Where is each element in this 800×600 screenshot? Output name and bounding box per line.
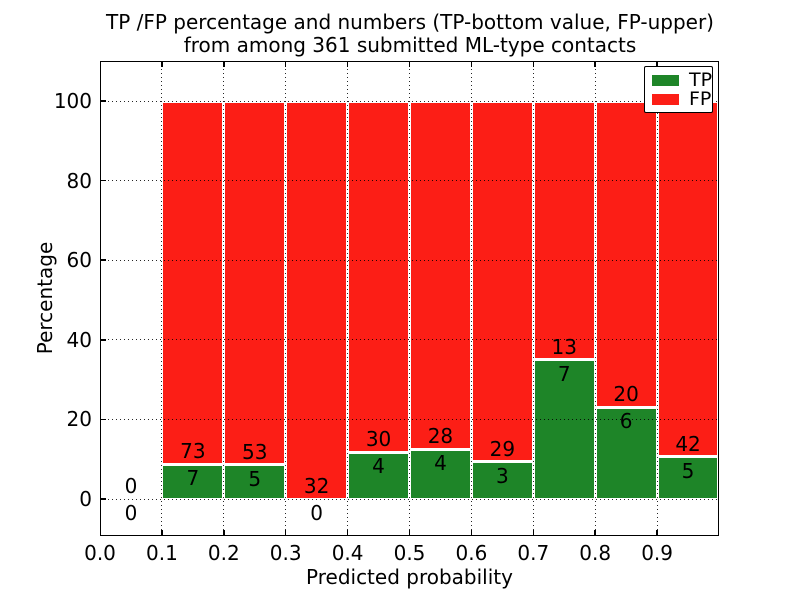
- legend: TP FP: [644, 66, 713, 113]
- bar-label-fp-count: 0: [124, 474, 138, 498]
- gridline-vertical: [656, 61, 658, 536]
- x-tick-mark-top: [408, 61, 411, 67]
- x-tick-mark-top: [161, 61, 163, 67]
- chart-title: TP /FP percentage and numbers (TP-bottom…: [60, 11, 760, 57]
- gridline-vertical: [223, 61, 225, 536]
- x-axis-label: Predicted probability: [306, 565, 513, 589]
- x-tick-label: 0.9: [641, 541, 673, 565]
- legend-entry-fp: FP: [652, 88, 712, 110]
- legend-label-tp: TP: [689, 69, 713, 91]
- y-tick-mark: [100, 418, 106, 421]
- y-tick-mark: [100, 259, 106, 261]
- x-tick-mark: [470, 530, 473, 536]
- y-tick-label: 80: [66, 168, 92, 193]
- y-tick-label: 40: [66, 327, 92, 352]
- gridline-vertical: [532, 61, 534, 536]
- bar-label-tp-count: 5: [681, 458, 695, 483]
- bar-label-fp-count: 20: [613, 382, 639, 407]
- bar-segment-fp: [349, 102, 408, 451]
- x-tick-mark: [656, 530, 658, 536]
- y-axis-label: Percentage: [33, 241, 57, 355]
- chart-title-line2: from among 361 submitted ML-type contact…: [183, 33, 637, 57]
- legend-label-fp: FP: [689, 88, 712, 110]
- x-tick-label: 0.6: [455, 541, 488, 565]
- bar-segment-tp: [349, 453, 408, 498]
- bar-segment-tp: [472, 463, 532, 498]
- bar-label-tp-count: 0: [124, 501, 138, 525]
- bar-segment-fp: [658, 102, 718, 456]
- y-tick-mark: [100, 100, 106, 102]
- bar-segment-fp: [411, 102, 470, 448]
- x-tick-mark: [594, 530, 596, 536]
- x-tick-label: 0.2: [207, 541, 240, 565]
- x-tick-label: 0.0: [84, 541, 116, 565]
- bar-segment-tp: [411, 450, 470, 498]
- bar-segment-fp: [472, 102, 532, 461]
- bar-label-fp-count: 32: [303, 474, 330, 498]
- bar-segment-fp: [225, 102, 285, 464]
- bar-label-fp-count: 28: [427, 424, 454, 449]
- bar-label-tp-count: 4: [434, 451, 447, 476]
- bar-label-fp-count: 13: [551, 334, 577, 359]
- bar-label-fp-count: 30: [365, 427, 392, 452]
- chart-title-line1: TP /FP percentage and numbers (TP-bottom…: [106, 10, 714, 34]
- y-tick-mark: [100, 339, 106, 341]
- y-tick-label: 0: [79, 487, 92, 511]
- x-tick-mark-top: [656, 61, 658, 67]
- x-tick-mark: [346, 530, 349, 536]
- bar-label-tp-count: 7: [186, 466, 200, 491]
- x-tick-mark: [223, 530, 225, 536]
- gridline-vertical: [285, 61, 287, 536]
- gridline-vertical: [347, 61, 349, 536]
- y-tick-label: 60: [66, 248, 92, 273]
- bar-label-fp-count: 53: [242, 439, 268, 464]
- bar-label-tp-count: 6: [619, 409, 633, 434]
- bar-segment-fp: [596, 102, 656, 406]
- bar-segment-fp: [287, 102, 347, 498]
- y-tick-mark: [100, 179, 106, 182]
- bar-label-tp-count: 3: [495, 463, 509, 488]
- gridline-vertical: [409, 61, 410, 536]
- x-tick-mark-top: [346, 61, 349, 67]
- bar-label-fp-count: 73: [180, 439, 206, 464]
- x-tick-mark: [161, 530, 163, 536]
- bar-label-fp-count: 42: [675, 431, 701, 456]
- y-tick-mark: [100, 498, 106, 500]
- bar-segment-tp: [163, 465, 223, 498]
- y-tick-label: 20: [66, 407, 92, 432]
- gridline-vertical: [161, 61, 163, 536]
- x-tick-label: 0.8: [579, 541, 612, 565]
- x-tick-mark-top: [470, 61, 473, 67]
- x-tick-mark: [408, 530, 411, 536]
- bar-segment-tp: [658, 458, 718, 498]
- gridline-vertical: [470, 61, 472, 536]
- bar-label-fp-count: 29: [489, 436, 516, 461]
- gridline-vertical: [594, 61, 596, 536]
- x-tick-label: 0.7: [517, 541, 550, 565]
- bar-label-tp-count: 7: [557, 361, 571, 386]
- x-tick-label: 0.5: [393, 541, 426, 565]
- legend-entry-tp: TP: [652, 69, 713, 91]
- x-tick-mark-top: [223, 61, 225, 67]
- legend-swatch-fp-icon: [652, 93, 679, 105]
- x-tick-mark: [284, 530, 287, 536]
- bar-segment-tp: [596, 408, 656, 498]
- x-tick-mark: [532, 530, 535, 536]
- bar-segment-fp: [163, 102, 223, 463]
- legend-swatch-tp-icon: [652, 74, 679, 86]
- bar-label-tp-count: 0: [310, 501, 323, 525]
- x-tick-label: 0.4: [331, 541, 364, 565]
- x-tick-label: 0.3: [269, 541, 302, 565]
- bar-segment-tp: [534, 361, 594, 498]
- x-tick-mark-top: [532, 61, 535, 67]
- x-tick-label: 0.1: [145, 541, 178, 565]
- bar-segment-fp: [534, 102, 594, 359]
- y-tick-label: 100: [53, 89, 92, 113]
- bar-label-tp-count: 5: [248, 466, 262, 491]
- x-tick-mark-top: [594, 61, 596, 67]
- bar-segment-tp: [225, 466, 285, 498]
- x-tick-mark-top: [284, 61, 287, 67]
- bar-label-tp-count: 4: [372, 454, 385, 479]
